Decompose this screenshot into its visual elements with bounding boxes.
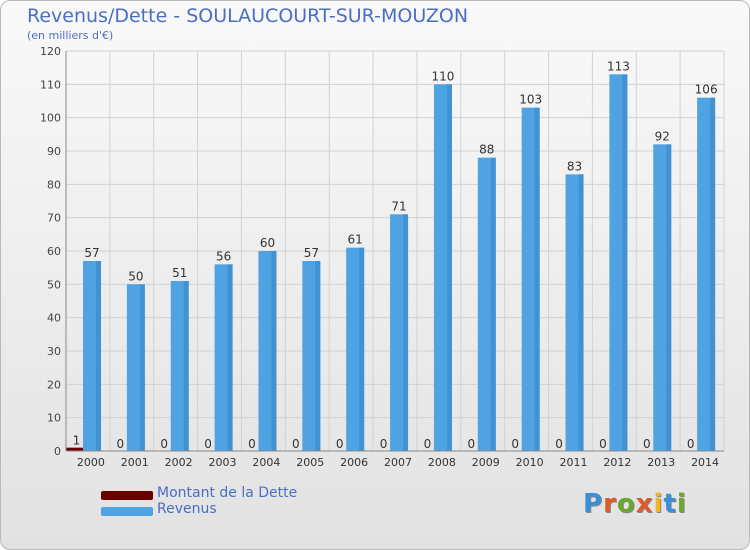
x-tick-label: 2010 [516, 456, 544, 469]
x-tick-label: 2006 [340, 456, 368, 469]
data-label-debt: 0 [160, 437, 168, 451]
data-label-debt: 0 [599, 437, 607, 451]
data-label-revenue: 71 [391, 199, 406, 213]
data-label-debt: 0 [511, 437, 519, 451]
logo-letter: o [616, 489, 636, 519]
bar-revenue-shade [271, 251, 277, 451]
data-label-revenue: 113 [607, 59, 630, 73]
y-tick-label: 90 [47, 145, 61, 158]
bar-debt [66, 447, 85, 451]
data-label-revenue: 103 [519, 93, 542, 107]
y-tick-label: 110 [40, 78, 61, 91]
y-tick-label: 0 [54, 445, 61, 458]
bar-revenue-shade [490, 157, 496, 451]
x-tick-label: 2001 [121, 456, 149, 469]
data-label-debt: 0 [380, 437, 388, 451]
x-tick-label: 2007 [384, 456, 412, 469]
data-label-revenue: 61 [348, 233, 363, 247]
data-label-revenue: 57 [304, 246, 319, 260]
bar-revenue-shade [534, 107, 540, 452]
y-tick-label: 80 [47, 178, 61, 191]
bar-revenue-shade [578, 174, 584, 452]
legend-swatch-debt [101, 491, 153, 500]
bar-revenue-shade [315, 261, 321, 451]
legend-swatch-revenue [101, 507, 153, 516]
data-label-revenue: 56 [216, 249, 231, 263]
logo-letter: P [583, 489, 604, 519]
data-label-debt: 0 [424, 437, 432, 451]
y-tick-label: 30 [47, 345, 61, 358]
y-tick-label: 60 [47, 245, 61, 258]
data-label-debt: 1 [73, 434, 81, 448]
x-tick-label: 2004 [252, 456, 280, 469]
bar-revenue-shade [446, 84, 452, 451]
y-axis: 0 10 20 30 40 50 60 70 80 90 100 110 120 [40, 45, 67, 458]
x-tick-label: 2011 [559, 456, 587, 469]
proxiti-logo: Proxiti [583, 489, 687, 519]
bar-revenue-shade [359, 247, 365, 451]
x-tick-label: 2005 [296, 456, 324, 469]
bar-revenue-shade [96, 261, 101, 451]
logo-letter: r [603, 489, 617, 519]
y-tick-label: 50 [47, 278, 61, 291]
data-label-revenue: 106 [695, 83, 718, 97]
logo-letter: t [663, 489, 677, 519]
logo-letter: x [635, 489, 654, 519]
x-tick-label: 2009 [472, 456, 500, 469]
data-label-revenue: 60 [260, 236, 275, 250]
bar-revenue-shade [227, 264, 233, 451]
bar-revenue-shade [183, 281, 189, 451]
data-label-revenue: 51 [172, 266, 187, 280]
logo-letter: i [676, 489, 687, 519]
data-label-revenue: 83 [567, 159, 582, 173]
data-label-debt: 0 [643, 437, 651, 451]
x-tick-label: 2003 [209, 456, 237, 469]
chart-title: Revenus/Dette - SOULAUCOURT-SUR-MOUZON [27, 5, 469, 27]
data-label-debt: 0 [292, 437, 300, 451]
y-tick-label: 40 [47, 312, 61, 325]
legend-label-debt: Montant de la Dette [157, 485, 298, 501]
legend-label-revenue: Revenus [157, 501, 217, 517]
bar-revenue-shade [622, 74, 628, 451]
data-label-debt: 0 [336, 437, 344, 451]
data-label-debt: 0 [687, 437, 695, 451]
y-tick-label: 70 [47, 212, 61, 225]
x-tick-label: 2013 [647, 456, 675, 469]
x-tick-label: 2000 [77, 456, 105, 469]
x-tick-label: 2008 [428, 456, 456, 469]
data-label-revenue: 50 [128, 269, 143, 283]
bar-revenue-shade [710, 97, 716, 452]
x-tick-label: 2012 [603, 456, 631, 469]
bar-revenue-shade [666, 144, 672, 452]
x-tick-label: 2014 [691, 456, 719, 469]
data-label-revenue: 110 [431, 69, 454, 83]
logo-letter: i [653, 489, 664, 519]
data-label-revenue: 92 [655, 129, 670, 143]
y-tick-label: 20 [47, 378, 61, 391]
data-label-debt: 0 [555, 437, 563, 451]
chart-subtitle: (en milliers d'€) [27, 29, 114, 42]
y-tick-label: 10 [47, 412, 61, 425]
bars: 1 57 0 50 0 51 0 56 0 60 0 57 0 61 0 71 0 110 0 88 0 103 0 83 0 1… [66, 59, 718, 452]
x-tick-label: 2002 [165, 456, 193, 469]
x-axis: 2000 2001 2002 2003 2004 2005 2006 2007 2008 2009… [66, 450, 724, 469]
data-label-debt: 0 [467, 437, 475, 451]
data-label-debt: 0 [248, 437, 256, 451]
y-tick-label: 100 [40, 112, 61, 125]
bar-revenue-shade [139, 284, 145, 451]
data-label-debt: 0 [204, 437, 212, 451]
data-label-revenue: 57 [84, 246, 99, 260]
data-label-debt: 0 [117, 437, 125, 451]
bar-revenue-shade [403, 214, 409, 451]
data-label-revenue: 88 [479, 143, 494, 157]
y-tick-label: 120 [40, 45, 61, 58]
